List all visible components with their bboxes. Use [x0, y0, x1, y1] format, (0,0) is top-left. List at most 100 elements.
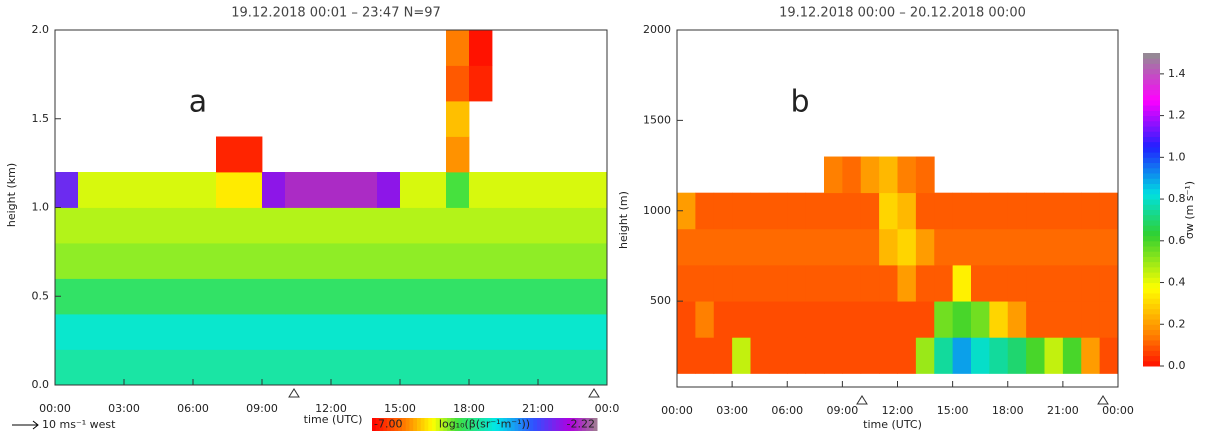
- heat-cell: [750, 192, 770, 230]
- heat-cell: [805, 192, 825, 230]
- heat-cell: [400, 172, 424, 208]
- heat-cell: [538, 314, 562, 350]
- heat-cell: [147, 243, 171, 279]
- heat-cell: [492, 314, 516, 350]
- heat-cell: [423, 172, 447, 208]
- heat-cell: [677, 264, 696, 302]
- heat-cell: [1044, 228, 1064, 266]
- heat-cell: [446, 243, 470, 279]
- colorbar-segment: [480, 418, 485, 431]
- heat-cell: [1099, 301, 1119, 338]
- colorbar-segment: [1143, 99, 1160, 106]
- heat-cell: [538, 207, 562, 244]
- colorbar-segment: [488, 418, 493, 431]
- colorbar-segment: [1143, 334, 1160, 341]
- heat-cell: [239, 314, 263, 350]
- x-tick-label: 15:00: [384, 402, 416, 415]
- x-tick-label: 00:00: [39, 402, 71, 415]
- heat-cell: [824, 337, 843, 374]
- heat-cell: [915, 156, 935, 194]
- colorbar-segment: [510, 418, 515, 431]
- heat-cell: [860, 264, 880, 302]
- heat-cell: [1007, 192, 1027, 230]
- colorbar-segment: [1143, 277, 1160, 284]
- heat-cell: [124, 314, 148, 350]
- colorbar-segment: [447, 418, 452, 431]
- colorbar-segment: [1143, 152, 1160, 158]
- heat-cell: [469, 278, 493, 315]
- x-tick-label: 15:00: [937, 404, 969, 417]
- heat-cell: [750, 301, 770, 338]
- heat-cell: [713, 301, 733, 338]
- heat-cell: [584, 243, 608, 279]
- colorbar-segment: [593, 418, 598, 431]
- chart-title: 19.12.2018 00:00 – 20.12.2018 00:00: [779, 6, 1026, 21]
- heat-cell: [989, 228, 1009, 266]
- heat-cell: [492, 172, 516, 208]
- colorbar-segment: [398, 418, 403, 431]
- colorbar-segment: [1143, 319, 1160, 325]
- heat-cell: [124, 172, 148, 208]
- colorbar-segment: [1143, 105, 1160, 111]
- heat-cell: [824, 228, 843, 266]
- heat-cell: [239, 243, 263, 279]
- colorbar-segment: [420, 418, 425, 431]
- colorbar-segment: [383, 418, 388, 431]
- heat-cell: [824, 156, 843, 194]
- heat-cell: [732, 264, 751, 302]
- colorbar-segment: [563, 418, 568, 431]
- heat-cell: [170, 314, 194, 350]
- heat-cell: [262, 314, 286, 350]
- y-tick-label: 2.0: [32, 23, 50, 36]
- colorbar-tick-label: 0.0: [1168, 359, 1186, 372]
- heat-cell: [469, 172, 493, 208]
- heat-cell: [1026, 228, 1045, 266]
- heat-cell: [101, 172, 125, 208]
- heat-cell: [331, 314, 355, 350]
- heat-cell: [124, 207, 148, 244]
- colorbar-segment: [1143, 266, 1160, 273]
- colorbar-segment: [458, 418, 463, 431]
- heat-cell: [55, 243, 79, 279]
- heat-cell: [170, 207, 194, 244]
- x-tick-label: 06:00: [771, 404, 803, 417]
- heat-cell: [354, 243, 378, 279]
- colorbar-segment: [428, 418, 433, 431]
- colorbar-segment: [582, 418, 587, 431]
- colorbar-segment: [1143, 339, 1160, 346]
- heat-cell: [842, 264, 862, 302]
- heat-cell: [170, 243, 194, 279]
- x-tick-label: 00:0: [595, 402, 620, 415]
- heat-cell: [768, 228, 788, 266]
- colorbar-segment: [589, 418, 594, 431]
- colorbar-tick-label: 1.2: [1168, 109, 1186, 122]
- heat-cell: [584, 278, 608, 315]
- panel-label: a: [189, 85, 207, 120]
- heat-cell: [308, 243, 332, 279]
- heat-cell: [677, 192, 696, 230]
- colorbar-segment: [544, 418, 549, 431]
- x-tick-label: 03:00: [716, 404, 748, 417]
- heat-cell: [193, 243, 217, 279]
- axis-marker: [288, 388, 1109, 405]
- heat-cell: [897, 264, 917, 302]
- colorbar-segment: [555, 418, 560, 431]
- heat-cell: [101, 243, 125, 279]
- heat-cell: [1099, 192, 1119, 230]
- colorbar-segment: [1143, 235, 1160, 242]
- heat-cell: [1026, 192, 1045, 230]
- heat-cell: [101, 278, 125, 315]
- heat-cell: [952, 301, 972, 338]
- heat-cell: [842, 301, 862, 338]
- colorbar-segment: [548, 418, 553, 431]
- colorbar-segment: [1143, 345, 1160, 351]
- heat-cell: [824, 264, 843, 302]
- colorbar-segment: [454, 418, 459, 431]
- colorbar-segment: [529, 418, 534, 431]
- heat-cell: [446, 101, 470, 137]
- y-axis-label: height (km): [5, 163, 18, 227]
- heat-cell: [423, 278, 447, 315]
- heat-cell: [239, 136, 263, 173]
- heat-cell: [561, 349, 585, 386]
